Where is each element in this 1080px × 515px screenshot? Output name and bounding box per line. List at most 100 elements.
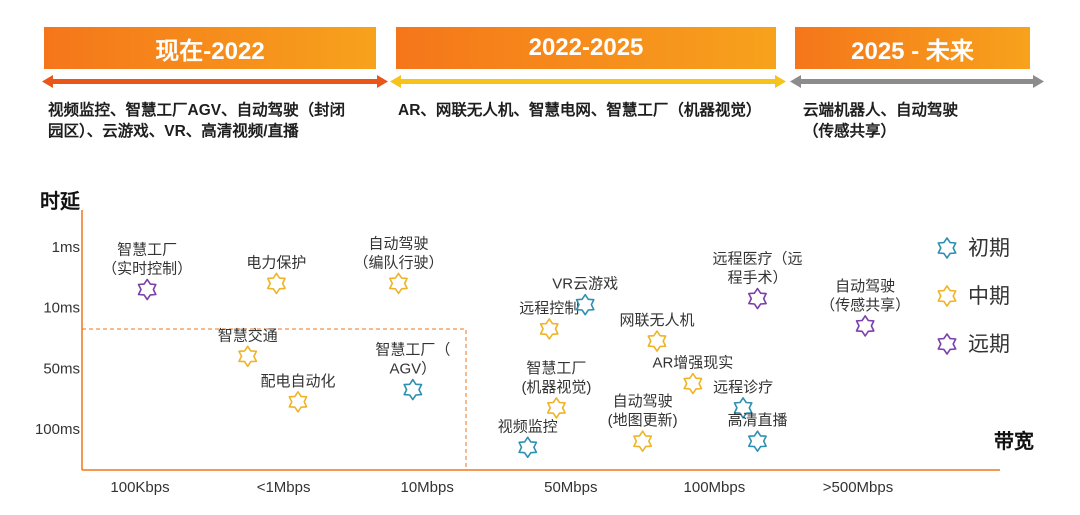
legend-star-icon (937, 333, 957, 355)
data-point-label: 程手术） (727, 270, 787, 287)
x-tick-label: 50Mbps (544, 479, 597, 496)
y-tick-labels: 1ms 10ms 50ms 100ms (35, 239, 80, 438)
data-point: 自动驾驶 （编队行驶） (353, 235, 443, 295)
phase-desc-3-line-2: （传感共享） (803, 123, 897, 140)
data-point-label: 智慧工厂 (526, 359, 586, 377)
legend-label: 远期 (968, 333, 1010, 356)
legend-item-mid: 中期 (937, 285, 1010, 308)
y-tick-label: 1ms (52, 239, 80, 256)
data-point-label: (机器视觉) (521, 379, 591, 396)
legend-star-icon (937, 285, 957, 307)
star-marker-icon (855, 315, 875, 337)
star-marker-icon (733, 397, 753, 419)
legend-item-late: 远期 (937, 333, 1010, 356)
data-point-label: 智慧工厂 (117, 240, 177, 258)
x-tick-label: 10Mbps (401, 479, 454, 496)
star-marker-icon (647, 330, 667, 352)
data-point: AR增强现实 (652, 355, 733, 395)
data-point: 高清直播 (727, 412, 787, 453)
data-point-label: 远程控制 (519, 300, 579, 317)
data-point: 配电自动化 (260, 373, 335, 413)
star-marker-icon (388, 272, 408, 295)
phase-header-2022-2025: 2022-2025 (396, 27, 776, 69)
star-marker-icon (747, 430, 767, 453)
star-marker-icon (747, 287, 767, 310)
data-point: 智慧工厂 (机器视觉) (521, 359, 591, 419)
data-point-label: 视频监控 (498, 418, 558, 435)
data-point: 智慧工厂 （实时控制） (102, 240, 192, 301)
phase-desc-3: 云端机器人、自动驾驶 （传感共享） (803, 100, 1043, 142)
data-point-label: AGV） (389, 361, 436, 378)
timeline-arrow-2 (390, 75, 786, 88)
star-marker-icon (403, 378, 423, 401)
data-point: 智慧交通 (218, 326, 278, 368)
data-point-label: （传感共享） (820, 297, 910, 314)
phase-desc-2-line-1: AR、网联无人机、智慧电网、智慧工厂（机器视觉） (398, 102, 762, 119)
data-point-label: 智慧交通 (218, 326, 278, 344)
y-tick-label: 10ms (43, 300, 80, 317)
timeline-arrows (42, 75, 1044, 88)
data-point-label: 配电自动化 (260, 373, 335, 390)
legend-label: 初期 (968, 237, 1010, 260)
star-marker-icon (633, 430, 653, 453)
data-point-label: (地图更新) (608, 412, 678, 429)
phase-header-now-2022: 现在-2022 (44, 27, 376, 69)
star-marker-icon (546, 397, 566, 419)
data-point-label: AR增强现实 (652, 355, 733, 372)
data-point: 远程控制 (519, 300, 579, 340)
star-marker-icon (539, 318, 559, 340)
x-tick-label: 100Kbps (110, 479, 169, 496)
timeline-arrow-3 (790, 75, 1044, 88)
y-axis-title: 时延 (40, 189, 81, 213)
phase-desc-1: 视频监控、智慧工厂AGV、自动驾驶（封闭 园区）、云游戏、VR、高清视频/直播 (48, 100, 388, 142)
data-points: 智慧工厂（实时控制） 电力保护自动驾驶（编队行驶）智慧交通配电自动化智慧工厂（AG… (102, 235, 910, 459)
phase-header-2025-future: 2025 - 未来 (795, 27, 1030, 69)
x-tick-label: >500Mbps (823, 479, 893, 496)
legend-label: 中期 (968, 285, 1010, 308)
data-point: 智慧工厂（ AGV） (375, 341, 450, 401)
star-marker-icon (518, 436, 538, 459)
phase-desc-3-line-1: 云端机器人、自动驾驶 (803, 102, 959, 119)
data-point-label: 自动驾驶 (613, 393, 673, 410)
data-point-label: 自动驾驶 (835, 278, 895, 295)
data-point-label: VR云游戏 (552, 276, 618, 293)
data-point: 网联无人机 (619, 312, 694, 352)
x-tick-label: <1Mbps (257, 479, 311, 496)
data-point-label: 远程诊疗 (713, 379, 773, 396)
data-point: 视频监控 (498, 418, 558, 459)
data-point-label: （实时控制） (102, 260, 192, 277)
star-marker-icon (238, 345, 258, 368)
x-axis-title: 带宽 (994, 429, 1034, 453)
x-tick-labels: 100Kbps <1Mbps 10Mbps 50Mbps 100Mbps >500Mbps (110, 479, 893, 496)
data-point: 自动驾驶 (地图更新) (608, 393, 678, 453)
star-marker-icon (266, 272, 286, 295)
data-point: 自动驾驶 （传感共享） (820, 278, 910, 337)
star-marker-icon (683, 372, 703, 395)
phase-desc-1-line-1: 视频监控、智慧工厂AGV、自动驾驶（封闭 (48, 102, 346, 119)
y-tick-label: 100ms (35, 421, 80, 438)
data-point-label: 智慧工厂（ (375, 341, 450, 359)
data-point: 电力保护 (246, 254, 306, 295)
legend-star-icon (937, 237, 957, 259)
x-tick-label: 100Mbps (684, 479, 746, 496)
data-point: VR云游戏 (552, 276, 618, 316)
data-point: 远程诊疗 (713, 379, 773, 419)
phase-desc-2: AR、网联无人机、智慧电网、智慧工厂（机器视觉） (398, 100, 788, 121)
data-point-label: 网联无人机 (619, 312, 694, 329)
data-point-label: 远程医疗（远 (712, 251, 802, 268)
star-marker-icon (288, 390, 308, 413)
data-point-label: 高清直播 (727, 412, 787, 429)
phase-desc-1-line-2: 园区）、云游戏、VR、高清视频/直播 (48, 123, 299, 140)
y-tick-label: 50ms (43, 360, 80, 377)
legend-item-early: 初期 (937, 237, 1010, 260)
data-point-label: 电力保护 (246, 254, 306, 271)
timeline-arrow-1 (42, 75, 388, 88)
star-marker-icon (137, 278, 157, 301)
star-marker-icon (575, 293, 595, 316)
data-point-label: 自动驾驶 (368, 235, 428, 252)
data-point-label: （编队行驶） (353, 254, 443, 271)
threshold-dashed-box (82, 328, 467, 470)
